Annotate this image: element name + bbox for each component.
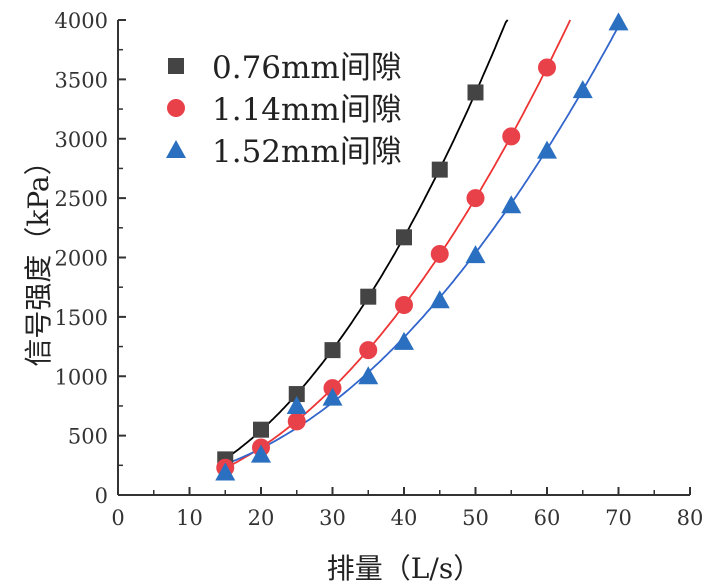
data-point-square (360, 288, 377, 305)
y-tick-label: 1000 (55, 365, 108, 389)
legend-marker-square (168, 58, 184, 74)
y-tick-label: 3500 (55, 68, 108, 92)
data-point-circle (430, 244, 449, 263)
data-point-circle (538, 58, 556, 77)
x-tick-label: 0 (111, 506, 124, 530)
y-tick-label: 1500 (55, 306, 108, 330)
x-tick-label: 70 (605, 506, 632, 530)
data-point-square (396, 229, 412, 246)
data-point-circle (287, 412, 306, 431)
x-tick-label: 30 (319, 506, 346, 530)
y-axis-label: 信号强度（kPa） (22, 147, 55, 366)
y-tick-label: 2500 (55, 187, 108, 211)
x-axis-label: 排量（L/s） (327, 552, 481, 585)
legend-marker-triangle (166, 140, 186, 158)
y-tick-label: 3000 (55, 128, 108, 152)
legend-label: 1.14mm间隙 (212, 92, 402, 128)
data-point-triangle (251, 444, 271, 463)
data-point-square (324, 342, 341, 359)
fit-curve-2 (224, 19, 623, 466)
legend-marker-circle (167, 99, 185, 117)
data-point-circle (466, 189, 485, 208)
x-tick-label: 50 (462, 506, 489, 530)
data-point-triangle (358, 366, 379, 385)
fit-curves (224, 19, 623, 469)
data-point-circle (395, 296, 413, 314)
y-tick-label: 0 (95, 484, 108, 508)
legend: 0.76mm间隙 1.14mm间隙 1.52mm间隙 (166, 50, 402, 170)
axes: 0 10 20 30 40 50 60 70 80 0 500 1000 1500 2000 2500 300… (55, 9, 704, 530)
y-tick-label: 500 (68, 425, 108, 449)
data-point-triangle (215, 462, 236, 481)
data-point-square (288, 386, 305, 403)
x-tick-label: 60 (534, 506, 561, 530)
data-point-square (431, 161, 448, 178)
y-tick-label: 4000 (55, 9, 108, 33)
data-point-triangle (572, 80, 593, 99)
data-points (215, 12, 629, 481)
data-point-square (467, 84, 484, 101)
data-point-triangle (322, 387, 343, 406)
data-point-triangle (537, 140, 557, 159)
data-point-triangle (394, 331, 414, 350)
data-point-circle (502, 127, 521, 146)
legend-label: 0.76mm间隙 (212, 50, 402, 86)
x-tick-label: 40 (391, 506, 418, 530)
y-tick-label: 2000 (55, 247, 108, 271)
data-point-triangle (501, 195, 522, 214)
data-point-triangle (465, 245, 486, 264)
data-point-triangle (286, 395, 307, 414)
x-tick-label: 80 (677, 506, 704, 530)
data-point-square (253, 421, 269, 438)
data-point-triangle (429, 290, 450, 309)
data-point-triangle (608, 12, 629, 31)
data-point-circle (359, 341, 378, 360)
x-tick-label: 20 (248, 506, 275, 530)
legend-label: 1.52mm间隙 (212, 134, 402, 170)
x-tick-label: 10 (176, 506, 203, 530)
